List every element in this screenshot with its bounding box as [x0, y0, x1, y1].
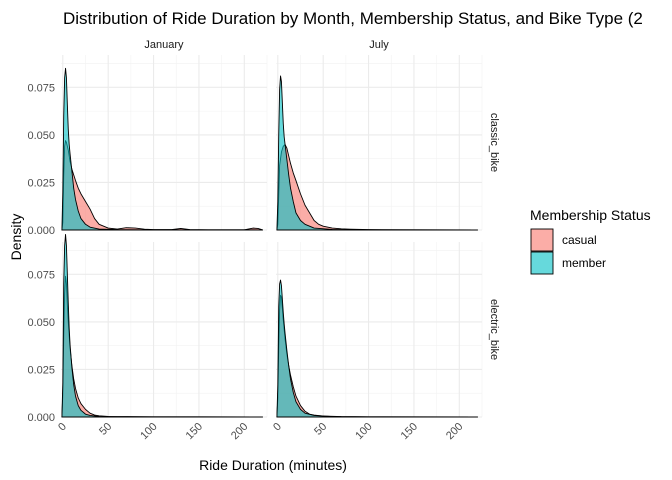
- y-tick-label: 0.050: [27, 317, 55, 329]
- density-area-casual: [61, 140, 263, 231]
- facet-panel: electric_bike 0 50 100 150 200: [271, 242, 500, 442]
- y-tick-label: 0.000: [27, 225, 55, 237]
- facet-panel: January 0.000 0.025 0.050 0.075: [27, 39, 268, 237]
- density-area-casual: [276, 294, 478, 418]
- x-tick-label: 200: [444, 421, 465, 442]
- x-axis-label: Ride Duration (minutes): [199, 457, 347, 473]
- density-area-member: [61, 67, 263, 231]
- density-area-member: [276, 279, 478, 418]
- facet-panel: July classic_bike: [276, 39, 500, 231]
- facet-strip-label-right: classic_bike: [488, 113, 500, 172]
- legend-label-casual: casual: [562, 233, 597, 247]
- y-tick-label: 0.050: [27, 130, 55, 142]
- legend-key-member: [530, 251, 554, 275]
- y-tick-label: 0.075: [27, 269, 55, 281]
- density-area-member: [61, 233, 263, 418]
- x-tick-label: 50: [312, 421, 329, 438]
- y-axis-label: Density: [8, 214, 24, 261]
- x-tick-label: 100: [138, 421, 159, 442]
- y-tick-label: 0.025: [27, 177, 55, 189]
- facet-strip-label-top: July: [369, 39, 389, 51]
- x-tick-label: 100: [353, 421, 374, 442]
- facet-panels: January 0.000 0.025 0.050 0.075 July classic_b…: [27, 39, 500, 442]
- legend-label-member: member: [562, 256, 606, 270]
- facet-strip-label-top: January: [144, 39, 184, 51]
- x-tick-label: 150: [399, 421, 420, 442]
- x-tick-label: 50: [97, 421, 114, 438]
- legend-key-casual: [530, 228, 554, 252]
- chart-title: Distribution of Ride Duration by Month, …: [63, 9, 643, 28]
- y-tick-label: 0.025: [27, 364, 55, 376]
- legend: Membership Status casual member: [530, 207, 651, 275]
- facet-panel: 0.000 0.025 0.050 0.075 0 50 100 150 200: [27, 233, 268, 442]
- density-area-casual: [61, 275, 263, 418]
- y-tick-label: 0.075: [27, 82, 55, 94]
- density-area-casual: [276, 143, 478, 231]
- y-tick-label: 0.000: [27, 412, 55, 424]
- density-area-member: [276, 75, 478, 231]
- x-tick-label: 0: [56, 421, 69, 434]
- x-tick-label: 200: [229, 421, 250, 442]
- facet-strip-label-right: electric_bike: [488, 299, 500, 360]
- x-tick-label: 0: [271, 421, 284, 434]
- legend-title: Membership Status: [530, 207, 651, 223]
- x-tick-label: 150: [184, 421, 205, 442]
